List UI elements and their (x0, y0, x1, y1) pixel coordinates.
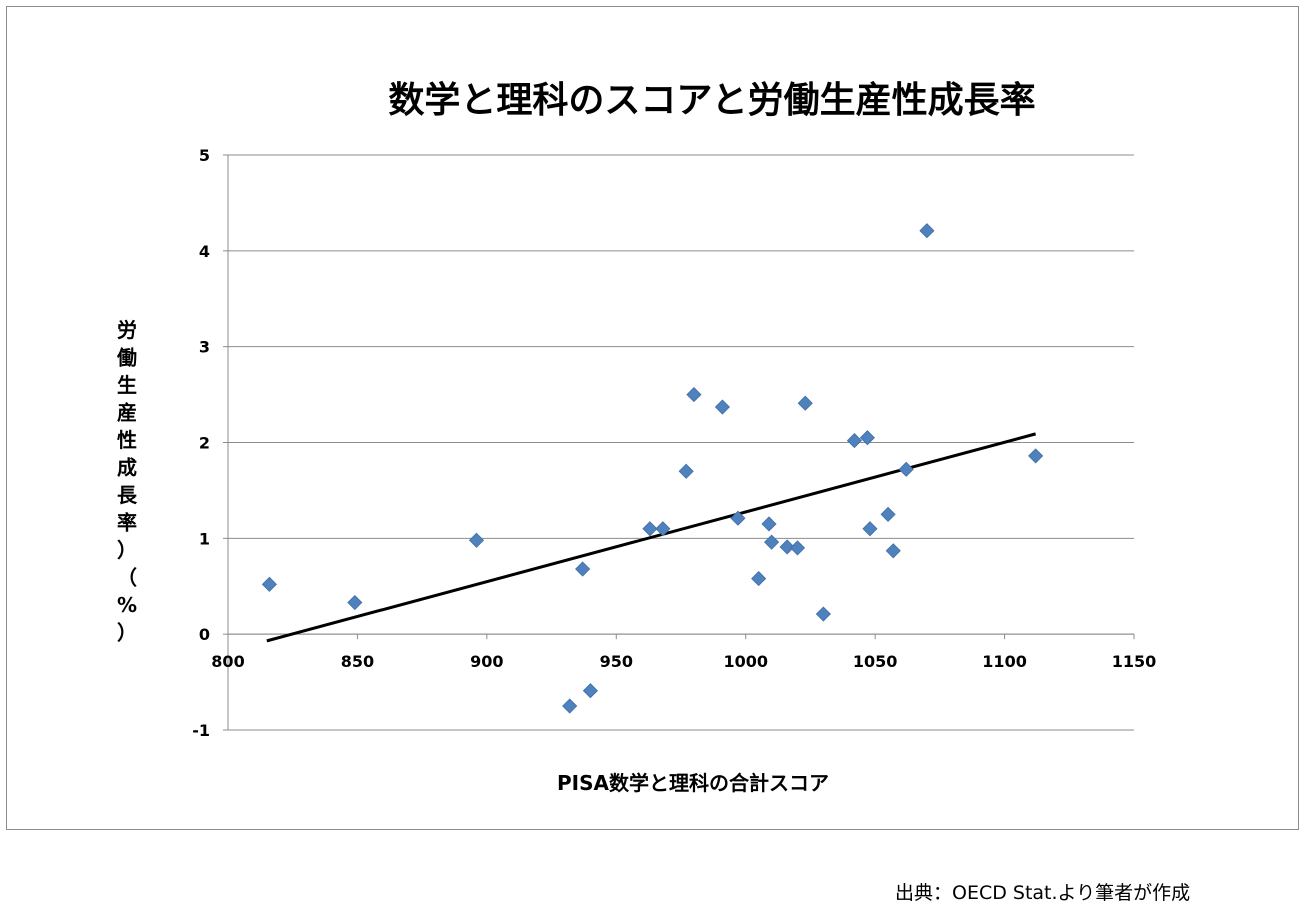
y-axis-label-char: ） (117, 621, 137, 645)
data-point (885, 543, 901, 559)
data-point (779, 539, 795, 555)
y-tick-label: 4 (199, 242, 210, 261)
y-axis-ticks: -1 0 1 2 3 4 5 (192, 146, 210, 740)
x-tick-label: 1150 (1112, 652, 1157, 671)
x-axis-ticks: 800 850 900 950 1000 1050 1100 1150 (211, 652, 1156, 671)
data-point (761, 516, 777, 532)
y-axis-label-char: ） (117, 538, 137, 562)
y-tick-label: 1 (199, 529, 210, 548)
gridlines (223, 154, 1135, 731)
data-point (880, 506, 896, 522)
data-point (468, 532, 485, 548)
y-axis-label-char: （ (117, 566, 137, 590)
x-tick-label: 1000 (723, 652, 768, 671)
y-tick-label: 0 (199, 625, 210, 644)
data-point (859, 430, 875, 446)
y-axis-label-char: % (117, 593, 137, 617)
data-point (686, 387, 702, 403)
data-point (582, 683, 598, 699)
x-tick-label: 1100 (982, 652, 1027, 671)
data-point (1028, 448, 1044, 464)
y-axis-label-char: 長 (117, 483, 138, 507)
x-tick-label: 950 (600, 652, 633, 671)
y-axis-label-char: 率 (117, 511, 137, 535)
y-axis-label: 労働生産性成長率 ） （% ） (116, 318, 138, 645)
data-point (815, 606, 831, 622)
data-point (575, 561, 591, 577)
data-point (764, 534, 780, 550)
y-axis-label-char: 産 (117, 401, 137, 425)
data-point (862, 521, 878, 537)
data-point (347, 594, 363, 611)
data-points (261, 223, 1044, 714)
y-tick-label: 2 (199, 434, 210, 453)
data-point (714, 399, 730, 415)
data-point (562, 698, 578, 714)
chart-frame (6, 6, 1299, 830)
data-point (678, 463, 694, 479)
y-axis-label-char: 労 (117, 318, 137, 342)
trendline (266, 432, 1037, 643)
trendline-group (266, 432, 1037, 643)
y-axis-label-char: 生 (117, 373, 137, 397)
chart-title: 数学と理科のスコアと労働生産性成長率 (388, 79, 1035, 121)
data-point (730, 510, 746, 526)
x-tick-label: 850 (341, 652, 374, 671)
y-axis-label-char: 成 (117, 456, 137, 480)
y-tick-label: 3 (199, 338, 210, 357)
y-axis-label-char: 働 (116, 346, 137, 370)
y-tick-label: -1 (192, 721, 210, 740)
x-tick-label: 900 (470, 652, 503, 671)
data-point (789, 540, 806, 556)
x-axis-label: PISA数学と理科の合計スコア (557, 771, 829, 795)
x-tick-label: 800 (211, 652, 244, 671)
data-point (655, 521, 671, 537)
data-point (642, 521, 658, 537)
data-point (751, 571, 767, 587)
data-point (898, 461, 914, 477)
y-tick-label: 5 (199, 146, 210, 165)
y-axis-label-char: 性 (117, 428, 137, 452)
data-point (261, 576, 277, 592)
data-point (797, 395, 813, 411)
data-point (919, 223, 935, 239)
source-note: 出典：OECD Stat.より筆者が作成 (895, 882, 1191, 904)
data-point (846, 433, 862, 449)
x-tick-label: 1050 (853, 652, 898, 671)
